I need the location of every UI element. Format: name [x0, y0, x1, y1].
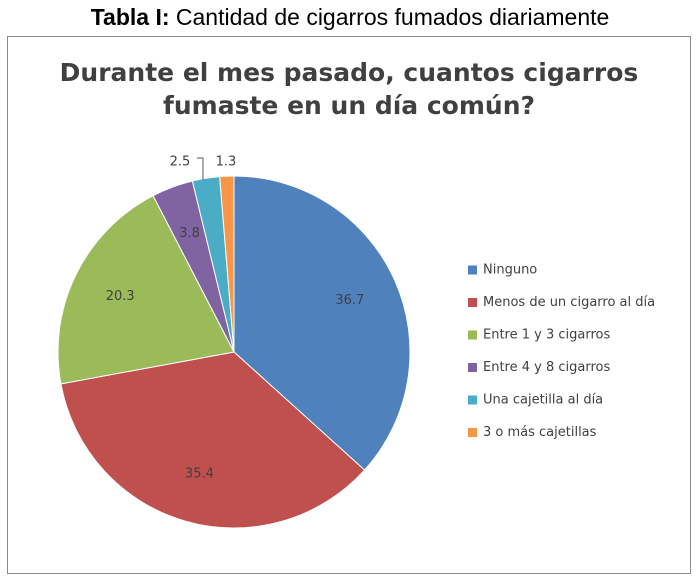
data-label-entre-1-y-3-cigarros: 20.3 [106, 289, 135, 304]
pie-slice-entre-1-y-3-cigarros [57, 195, 235, 385]
pie-slices [57, 175, 411, 529]
legend-swatch-3-o-mas-cajetillas [468, 428, 477, 437]
caption-prefix: Tabla I: [90, 4, 170, 30]
leader-line-una-cajetilla-al-dia [197, 157, 204, 180]
data-label-entre-4-y-8-cigarros: 3.8 [179, 226, 200, 241]
data-labels: 36.7 35.4 20.3 3.8 2.5 1.3 [106, 155, 365, 482]
leader-lines [197, 157, 204, 180]
legend-label-entre-4-y-8-cigarros: Entre 4 y 8 cigarros [483, 360, 610, 375]
pie-slice-3-o-mas-cajetillas [219, 175, 235, 353]
data-label-menos-de-un-cigarro-al-dia: 35.4 [185, 466, 214, 481]
legend-swatch-entre-1-y-3-cigarros [468, 330, 477, 340]
legend-label-menos-de-un-cigarro-al-dia: Menos de un cigarro al día [483, 295, 655, 310]
caption-text: Cantidad de cigarros fumados diariamente [169, 4, 610, 30]
legend-swatch-una-cajetilla-al-dia [468, 395, 477, 405]
legend-label-ninguno: Ninguno [483, 263, 537, 278]
legend-swatch-menos-de-un-cigarro-al-dia [468, 298, 477, 307]
chart-title-line-2: fumaste en un día común? [162, 91, 536, 120]
legend-swatch-ninguno [468, 265, 477, 275]
table-caption: Tabla I: Cantidad de cigarros fumados di… [0, 4, 700, 31]
legend: Ninguno Menos de un cigarro al día Entre 1… [468, 263, 655, 440]
data-label-una-cajetilla-al-dia: 2.5 [170, 155, 191, 170]
chart-title: Durante el mes pasado, cuantos cigarros … [7, 56, 691, 122]
legend-label-una-cajetilla-al-dia: Una cajetilla al día [483, 393, 603, 408]
chart-title-line-1: Durante el mes pasado, cuantos cigarros [59, 58, 639, 87]
data-label-ninguno: 36.7 [335, 293, 364, 308]
legend-label-3-o-mas-cajetillas: 3 o más cajetillas [483, 425, 597, 440]
pie-slice-menos-de-un-cigarro-al-dia [60, 351, 366, 529]
pie-slice-ninguno [233, 175, 411, 471]
data-label-3-o-mas-cajetillas: 1.3 [216, 155, 237, 170]
legend-swatch-entre-4-y-8-cigarros [468, 363, 477, 372]
legend-label-entre-1-y-3-cigarros: Entre 1 y 3 cigarros [483, 328, 610, 343]
